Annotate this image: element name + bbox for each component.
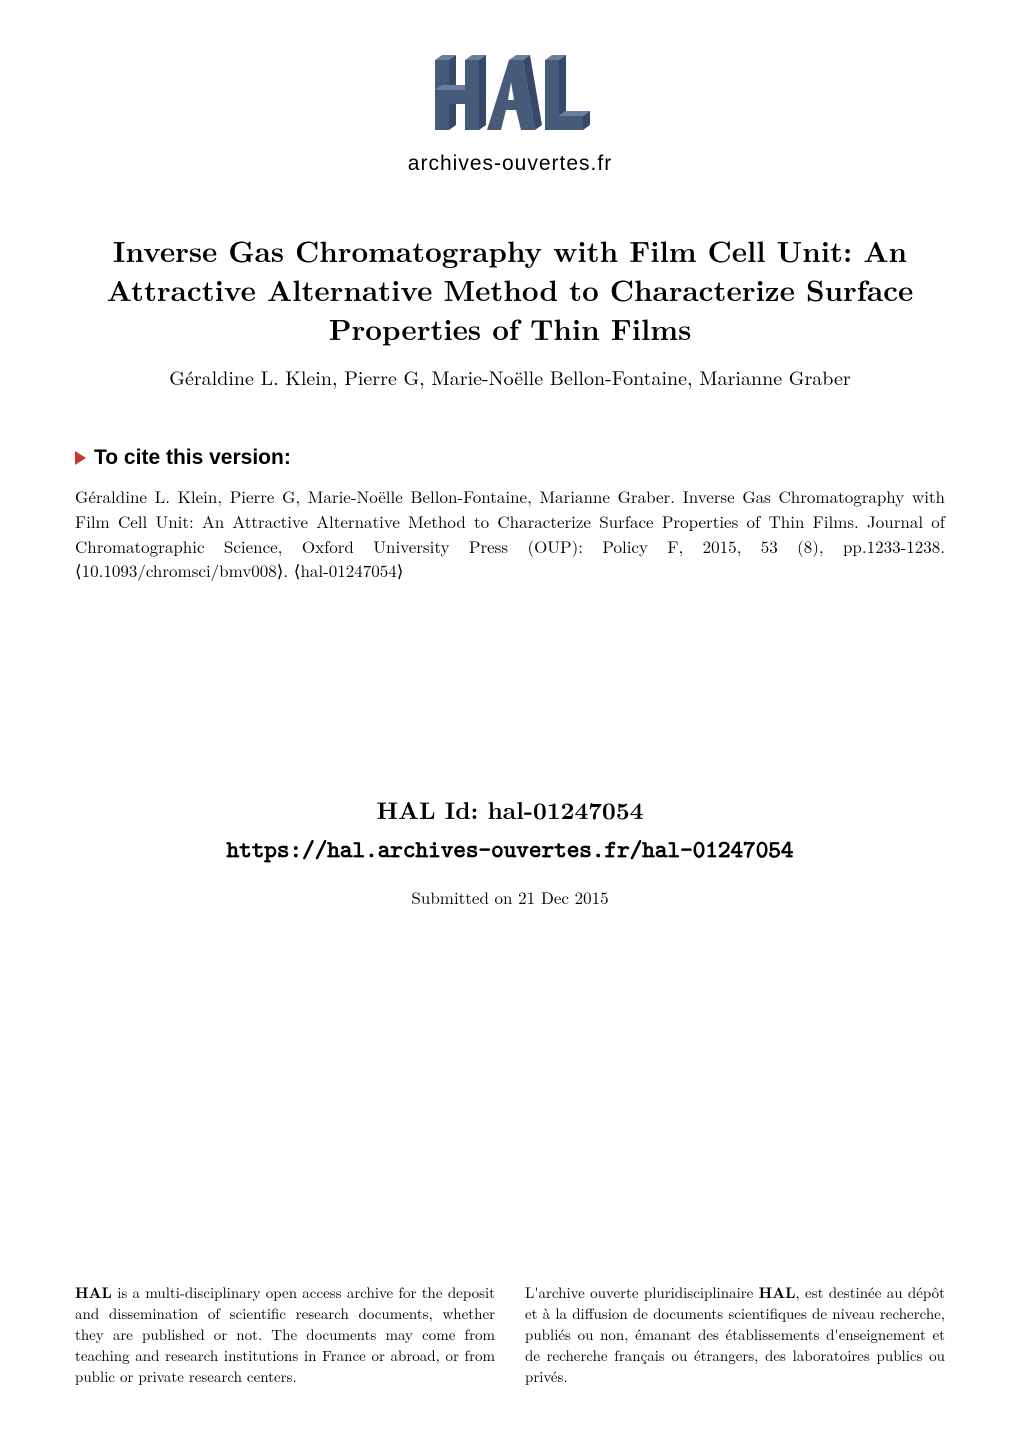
footer-right-bold: HAL	[759, 1282, 796, 1303]
footer-col-right: L'archive ouverte pluridisciplinaire HAL…	[525, 1282, 945, 1387]
footer-left-rest: is a multi-disciplinary open access arch…	[75, 1282, 495, 1387]
hal-id-label: HAL Id: hal-01247054	[0, 793, 1020, 827]
hal-url[interactable]: https://hal.archives-ouvertes.fr/hal-012…	[0, 833, 1020, 865]
title-line-1: Inverse Gas Chromatography with Film Cel…	[113, 229, 907, 271]
title-block: Inverse Gas Chromatography with Film Cel…	[0, 231, 1020, 391]
footer-right-prefix: L'archive ouverte pluridisciplinaire	[525, 1282, 759, 1303]
hal-logo-icon	[425, 55, 595, 145]
hal-logo-block: archives-ouvertes.fr	[0, 0, 1020, 176]
cite-body: Géraldine L. Klein, Pierre G, Marie-Noël…	[75, 484, 945, 583]
title-line-2: Attractive Alternative Method to Charact…	[107, 268, 914, 310]
footer-col-left: HAL is a multi-disciplinary open access …	[75, 1282, 495, 1387]
authors-line: Géraldine L. Klein, Pierre G, Marie-Noël…	[80, 362, 940, 391]
hal-id-block: HAL Id: hal-01247054 https://hal.archive…	[0, 793, 1020, 909]
cite-block: To cite this version: Géraldine L. Klein…	[0, 446, 1020, 583]
footer-left-bold: HAL	[75, 1282, 112, 1303]
submitted-date: Submitted on 21 Dec 2015	[0, 885, 1020, 909]
logo-subtext: archives-ouvertes.fr	[0, 152, 1020, 176]
triangle-icon	[75, 451, 86, 465]
cite-heading-text: To cite this version:	[94, 446, 291, 470]
title-line-3: Properties of Thin Films	[329, 307, 692, 349]
cite-heading: To cite this version:	[75, 446, 945, 470]
footer-block: HAL is a multi-disciplinary open access …	[75, 1282, 945, 1387]
paper-title: Inverse Gas Chromatography with Film Cel…	[80, 231, 940, 348]
